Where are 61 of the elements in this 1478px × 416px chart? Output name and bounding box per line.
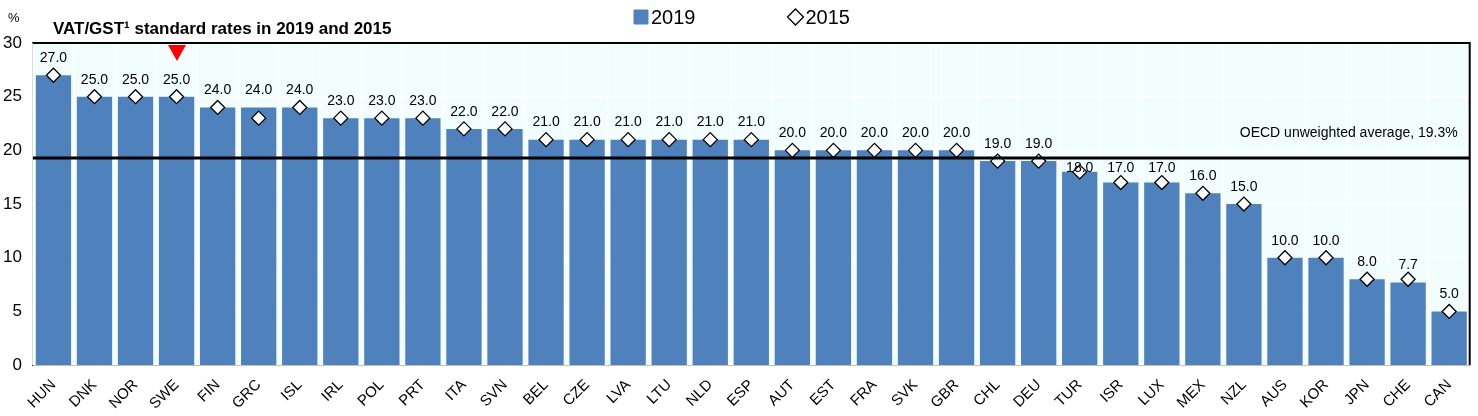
data-label: 24.0 — [245, 81, 273, 98]
data-label: 23.0 — [409, 92, 437, 109]
y-tick-label: 25 — [2, 86, 22, 106]
data-label: 19.0 — [983, 134, 1012, 151]
data-label: 17.0 — [1107, 158, 1135, 175]
data-label: 21.0 — [655, 113, 684, 130]
x-tick-label: POL — [353, 375, 387, 409]
y-tick-label: 10 — [2, 247, 22, 267]
y-tick-label: 20 — [2, 140, 22, 160]
chart-title: VAT/GST¹ standard rates in 2019 and 2015 — [52, 19, 392, 38]
data-label: 21.0 — [532, 113, 560, 130]
x-tick-label: ISR — [1096, 375, 1126, 406]
x-tick-label: LVA — [602, 375, 634, 407]
data-label: 17.0 — [1148, 158, 1176, 175]
y-axis-title: % — [8, 10, 20, 25]
x-tick-label: BEL — [519, 375, 552, 408]
x-tick-label: ITA — [441, 375, 469, 404]
x-tick-label: LTU — [642, 375, 675, 407]
y-tick-label: 30 — [2, 32, 22, 52]
data-label: 19.0 — [1025, 134, 1053, 151]
legend-label: 2019 — [651, 5, 696, 28]
data-label: 20.0 — [860, 124, 889, 141]
data-label: 20.0 — [901, 124, 930, 141]
data-label: 23.0 — [327, 92, 355, 109]
x-tick-label: FRA — [846, 375, 880, 409]
data-label: 21.0 — [614, 113, 642, 130]
data-label: 22.0 — [450, 102, 478, 119]
x-tick-label: IRL — [317, 375, 346, 405]
y-tick-label: 0 — [12, 354, 22, 374]
data-label: 10.0 — [1312, 231, 1340, 248]
x-tick-label: FIN — [193, 375, 223, 405]
data-label: 8.0 — [1357, 253, 1378, 270]
data-label: 21.0 — [696, 113, 725, 130]
x-tick-label: NZL — [1216, 375, 1249, 408]
data-label: 25.0 — [80, 70, 109, 87]
data-label: 20.0 — [819, 124, 848, 141]
data-label: 25.0 — [121, 70, 150, 87]
data-label: 15.0 — [1230, 177, 1258, 194]
y-tick-label: 15 — [2, 193, 22, 213]
data-label: 5.0 — [1439, 285, 1460, 302]
data-label: 10.0 — [1271, 231, 1299, 248]
data-label: 16.0 — [1189, 167, 1217, 184]
data-label: 21.0 — [573, 113, 601, 130]
data-label: 24.0 — [286, 81, 314, 98]
x-tick-label: CHL — [969, 375, 1003, 409]
ref-line-label: OECD unweighted average, 19.3% — [1239, 123, 1458, 140]
data-label: 18.0 — [1066, 158, 1094, 175]
data-label: 22.0 — [491, 102, 519, 119]
data-label: 7.7 — [1398, 256, 1419, 273]
data-label: 23.0 — [368, 92, 396, 109]
x-tick-label: CZE — [558, 375, 593, 409]
data-label: 20.0 — [942, 124, 971, 141]
data-label: 25.0 — [162, 70, 191, 87]
y-tick-label: 5 — [12, 301, 22, 321]
data-label: 27.0 — [39, 49, 68, 66]
x-tick-label: ISL — [276, 375, 305, 404]
x-tick-label: TUR — [1050, 375, 1085, 410]
data-label: 24.0 — [204, 81, 232, 98]
data-label: 21.0 — [737, 113, 766, 130]
data-label: 20.0 — [778, 124, 807, 141]
legend-label: 2015 — [805, 5, 850, 28]
